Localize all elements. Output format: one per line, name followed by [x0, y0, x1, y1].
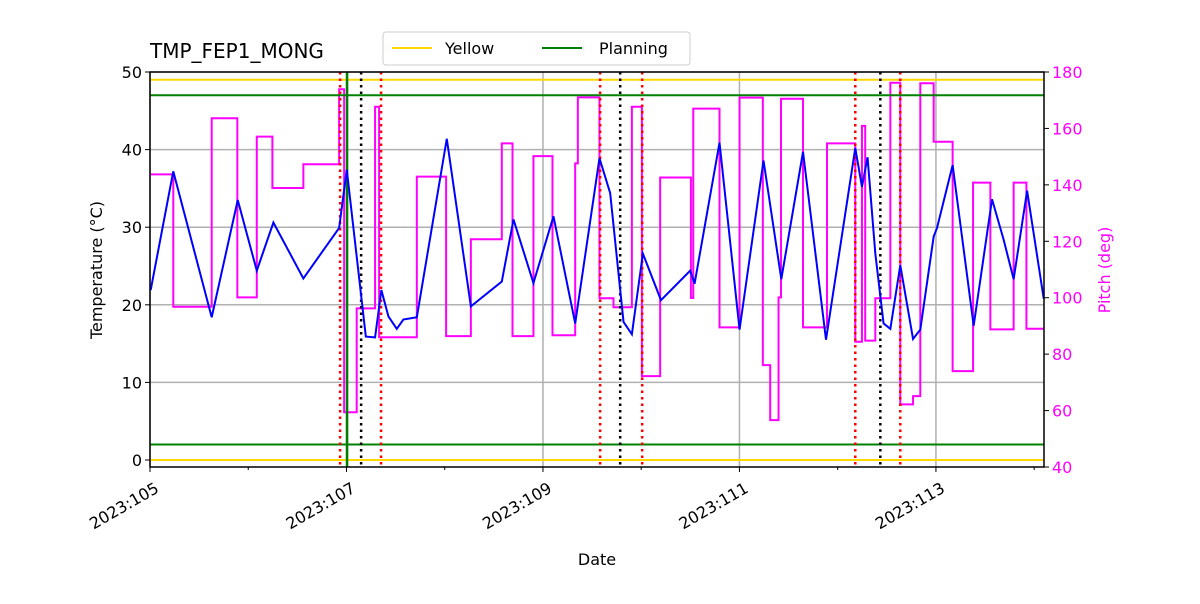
- legend-label-yellow: Yellow: [444, 39, 494, 58]
- y2-tick-label: 80: [1052, 345, 1072, 364]
- y2-tick-label: 120: [1052, 232, 1083, 251]
- y2-tick-label: 100: [1052, 289, 1083, 308]
- x-tick-label: 2023:113: [872, 478, 948, 533]
- chart-title: TMP_FEP1_MONG: [149, 39, 324, 63]
- y2-tick-label: 180: [1052, 63, 1083, 82]
- y-tick-label: 10: [122, 373, 142, 392]
- legend-box: [382, 31, 691, 66]
- y2-tick-label: 40: [1052, 458, 1072, 477]
- temperature-series-line: [149, 138, 1045, 342]
- x-tick-label: 2023:111: [676, 478, 752, 533]
- y-tick-label: 30: [122, 218, 142, 237]
- x-tick-label: 2023:105: [86, 478, 162, 533]
- plot-frame: [149, 71, 1045, 468]
- y-tick-label: 40: [122, 141, 142, 160]
- pitch-series-line: [150, 81, 1044, 422]
- x-tick-label: 2023:109: [479, 478, 555, 533]
- y2-tick-label: 140: [1052, 176, 1083, 195]
- y2-axis-label: Pitch (deg): [1095, 227, 1114, 314]
- y-tick-label: 20: [122, 296, 142, 315]
- x-tick-label: 2023:107: [283, 478, 359, 533]
- legend-label-planning: Planning: [599, 39, 668, 58]
- y2-tick-label: 60: [1052, 402, 1072, 421]
- legend: Yellow Planning: [382, 31, 691, 66]
- x-axis-label: Date: [578, 550, 616, 569]
- y2-tick-label: 160: [1052, 119, 1083, 138]
- y-tick-label: 50: [122, 63, 142, 82]
- y-axis-label: Temperature (°C): [87, 201, 106, 340]
- y-tick-label: 0: [132, 451, 142, 470]
